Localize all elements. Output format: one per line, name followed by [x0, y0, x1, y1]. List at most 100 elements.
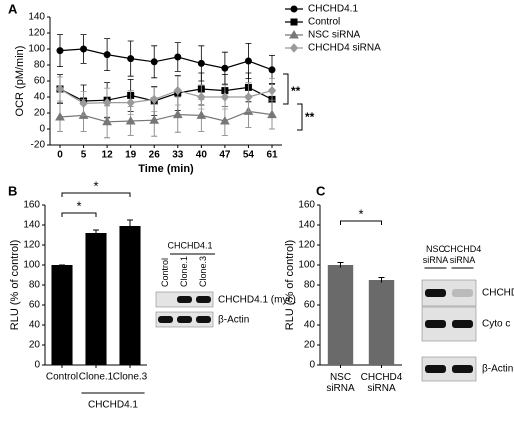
- y-tick-label: 140: [28, 12, 45, 23]
- blot-row-label: Cyto c: [482, 319, 510, 330]
- marker: [220, 92, 230, 102]
- marker: [103, 51, 111, 59]
- series-line: [59, 88, 273, 105]
- marker: [220, 115, 230, 125]
- y-tick-label: 60: [304, 300, 316, 311]
- x-tick-label: CHCHD4 siRNA: [361, 372, 403, 394]
- y-tick-label: 40: [34, 92, 46, 103]
- group-label: CHCHD4.1: [88, 400, 138, 411]
- blot-lane-label: CHCHD4 siRNA: [444, 244, 482, 265]
- bar: [119, 226, 141, 365]
- x-tick-label: 40: [196, 150, 208, 161]
- panel-label: A: [8, 1, 18, 16]
- y-axis-label: RLU (% of control): [284, 240, 296, 330]
- marker: [125, 115, 136, 125]
- blot-band: [425, 365, 446, 373]
- y-tick-label: 0: [34, 360, 40, 371]
- y-tick-label: 100: [298, 260, 315, 271]
- bar: [51, 265, 73, 365]
- marker: [79, 98, 88, 109]
- y-tick-label: 100: [28, 44, 45, 55]
- y-axis-label: OCR (pM/min): [14, 46, 26, 117]
- marker: [244, 57, 252, 65]
- y-tick-label: 20: [29, 340, 41, 351]
- bar: [85, 233, 107, 365]
- y-tick-label: 20: [304, 340, 316, 351]
- x-tick-label: NSC siRNA: [326, 372, 355, 394]
- marker: [289, 43, 299, 53]
- y-tick-label: 120: [28, 28, 45, 39]
- x-tick-label: 12: [102, 150, 114, 161]
- bracket: [297, 103, 303, 131]
- x-tick-label: 33: [172, 150, 184, 161]
- y-tick-label: 80: [34, 60, 46, 71]
- annotation: **: [305, 110, 315, 124]
- x-tick-label: 54: [243, 150, 255, 161]
- blot-band: [452, 289, 473, 297]
- blot-lane-label: NSC siRNA: [423, 244, 449, 265]
- blot-band: [196, 316, 211, 323]
- marker: [55, 84, 65, 94]
- error-bar: [127, 219, 133, 232]
- blot-lane-label: Clone.3: [198, 256, 208, 287]
- marker: [172, 109, 183, 119]
- marker: [196, 110, 207, 119]
- blot-band: [452, 320, 473, 328]
- marker: [197, 59, 205, 67]
- marker: [267, 109, 277, 119]
- bar: [327, 265, 354, 365]
- blot-row-label: CHCHD4.1 (myc): [218, 295, 296, 306]
- marker: [221, 64, 229, 72]
- blot-band: [158, 316, 173, 323]
- y-tick-label: 160: [23, 200, 40, 211]
- y-tick-label: 0: [309, 360, 315, 371]
- y-tick-label: 40: [304, 320, 316, 331]
- marker: [56, 47, 64, 55]
- y-tick-label: 20: [34, 108, 46, 119]
- y-tick-label: 0: [39, 124, 45, 135]
- bracket: [61, 192, 131, 197]
- error-bar: [337, 262, 344, 268]
- y-tick-label: 100: [23, 260, 40, 271]
- blot-band: [452, 365, 473, 373]
- bracket: [61, 212, 97, 217]
- blot-band: [425, 289, 446, 297]
- panel-label: B: [8, 183, 17, 198]
- annotation: **: [291, 84, 301, 98]
- marker: [174, 53, 182, 61]
- x-tick-label: 5: [81, 150, 87, 161]
- marker: [149, 115, 160, 124]
- blot-band: [425, 320, 446, 328]
- legend-label: Control: [308, 17, 340, 28]
- series-line: [59, 48, 273, 71]
- x-axis-label: Time (min): [138, 163, 194, 175]
- y-tick-label: 80: [29, 280, 41, 291]
- y-tick-label: 140: [298, 220, 315, 231]
- series-line: [59, 110, 273, 123]
- error-bar: [378, 277, 385, 283]
- marker: [126, 97, 135, 108]
- bar: [368, 280, 395, 365]
- marker: [267, 85, 277, 96]
- annotation: *: [93, 178, 98, 193]
- marker: [150, 58, 158, 66]
- y-tick-label: 40: [29, 320, 41, 331]
- panel-label: C: [316, 183, 326, 198]
- blot-row-label: β-Actin: [482, 364, 513, 375]
- marker: [289, 29, 299, 39]
- bracket: [283, 73, 289, 105]
- marker: [102, 97, 112, 108]
- series-line: [59, 86, 273, 102]
- x-tick-label: Clone.3: [113, 372, 148, 383]
- annotation: *: [76, 198, 81, 213]
- y-tick-label: 80: [304, 280, 316, 291]
- y-tick-label: 120: [298, 240, 315, 251]
- marker: [80, 45, 88, 53]
- x-tick-label: 61: [266, 150, 278, 161]
- blot-band: [177, 296, 192, 303]
- blot-band: [177, 316, 192, 323]
- marker: [127, 55, 135, 63]
- marker: [244, 92, 253, 102]
- x-tick-label: 19: [125, 150, 137, 161]
